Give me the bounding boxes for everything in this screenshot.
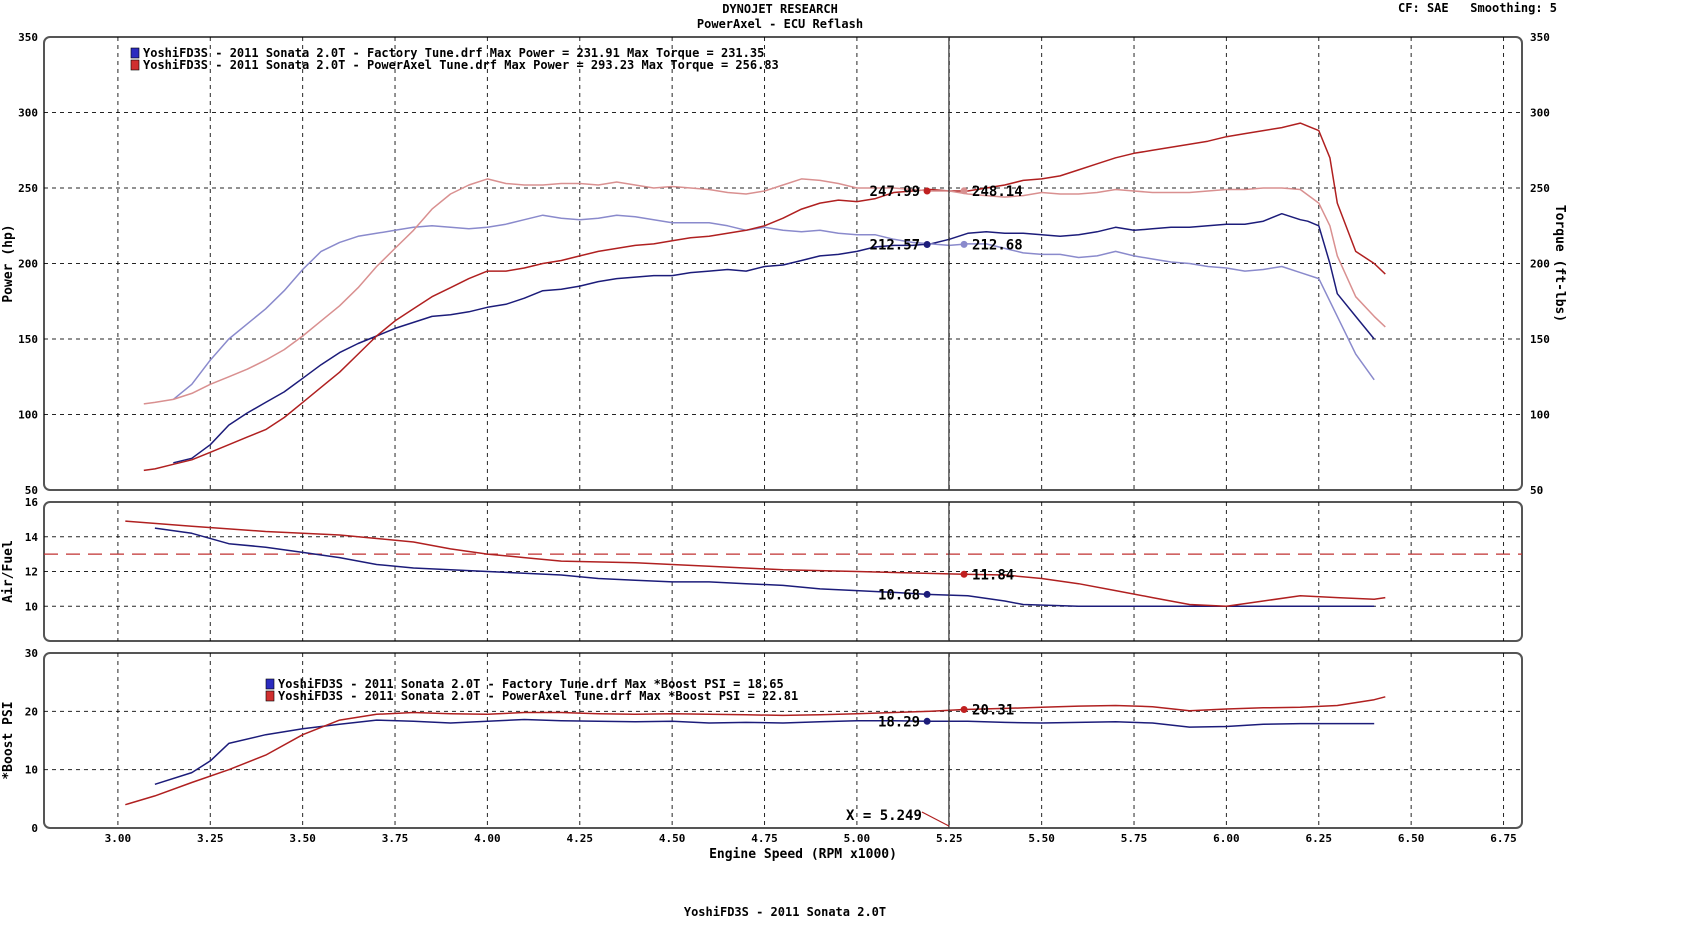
footer-run-name: YoshiFD3S - 2011 Sonata 2.0T bbox=[683, 905, 887, 919]
x-tick-label: 6.75 bbox=[1490, 832, 1517, 845]
x-tick-label: 6.25 bbox=[1306, 832, 1333, 845]
x-tick-label: 3.25 bbox=[197, 832, 224, 845]
y-axis-title: Air/Fuel bbox=[1, 540, 16, 603]
legend-swatch bbox=[130, 47, 140, 59]
cursor-value-label: 18.29 bbox=[878, 714, 920, 730]
x-tick-label: 5.75 bbox=[1121, 832, 1148, 845]
cursor-value-label: 212.57 bbox=[870, 238, 921, 254]
y2-tick-label: 200 bbox=[1530, 258, 1550, 271]
y-tick-label: 14 bbox=[25, 531, 39, 544]
cursor-marker bbox=[923, 187, 931, 195]
cursor-marker bbox=[960, 240, 968, 248]
cursor-x-readout: X = 5.249 bbox=[846, 808, 922, 824]
panel-frame bbox=[43, 652, 1523, 829]
legend-swatch bbox=[265, 690, 275, 702]
x-tick-label: 4.75 bbox=[751, 832, 778, 845]
x-tick-label: 5.00 bbox=[844, 832, 871, 845]
header-subtitle: PowerAxel - ECU Reflash bbox=[696, 17, 864, 31]
y-tick-label: 10 bbox=[25, 600, 38, 613]
x-tick-label: 3.50 bbox=[289, 832, 316, 845]
y-tick-label: 350 bbox=[18, 31, 38, 44]
y-tick-label: 300 bbox=[18, 107, 38, 120]
cursor-marker bbox=[960, 706, 968, 714]
y2-tick-label: 100 bbox=[1530, 409, 1550, 422]
y2-tick-label: 250 bbox=[1530, 182, 1550, 195]
x-tick-label: 5.25 bbox=[936, 832, 963, 845]
x-tick-label: 3.00 bbox=[105, 832, 132, 845]
y-tick-label: 100 bbox=[18, 409, 38, 422]
cursor-marker bbox=[960, 570, 968, 578]
cursor-value-label: 10.68 bbox=[878, 587, 920, 603]
series-line-tuned_power bbox=[143, 122, 1386, 472]
y-tick-label: 0 bbox=[31, 822, 38, 835]
series-line-tuned_boost bbox=[125, 696, 1386, 806]
y-tick-label: 20 bbox=[25, 705, 38, 718]
y-tick-label: 250 bbox=[18, 182, 38, 195]
legend-swatch bbox=[130, 59, 140, 71]
y2-axis-title: Torque (ft-lbs) bbox=[1552, 205, 1567, 322]
legend-entry: YoshiFD3S - 2011 Sonata 2.0T - Factory T… bbox=[143, 46, 764, 60]
x-tick-label: 5.50 bbox=[1028, 832, 1055, 845]
y-tick-label: 30 bbox=[25, 647, 38, 660]
panel-afr: 10 12 14 16 Air/Fuel 10.68 11.84 bbox=[1, 496, 1523, 642]
cursor-marker bbox=[960, 187, 968, 195]
x-tick-label: 4.00 bbox=[474, 832, 501, 845]
x-tick-label: 6.00 bbox=[1213, 832, 1240, 845]
cursor-value-label: 212.68 bbox=[972, 237, 1023, 253]
cursor-value-label: 247.99 bbox=[870, 184, 921, 200]
series-line-factory_torque bbox=[172, 214, 1375, 400]
y-tick-label: 12 bbox=[25, 566, 38, 579]
y-tick-label: 16 bbox=[25, 496, 39, 509]
panel-power: 50 50 100 100 150 150 200 200 250 250 300 300 350 350… bbox=[1, 31, 1567, 497]
header-company: DYNOJET RESEARCH bbox=[722, 2, 838, 16]
y-axis-title: *Boost PSI bbox=[1, 701, 16, 779]
y2-tick-label: 350 bbox=[1530, 31, 1550, 44]
cursor-marker bbox=[923, 241, 931, 249]
y2-tick-label: 300 bbox=[1530, 107, 1550, 120]
cursor-marker bbox=[923, 717, 931, 725]
header-settings: CF: SAE Smoothing: 5 bbox=[1398, 1, 1557, 15]
series-line-factory_afr bbox=[154, 527, 1375, 608]
legend-entry: YoshiFD3S - 2011 Sonata 2.0T - PowerAxel… bbox=[278, 689, 798, 703]
legend-swatch bbox=[265, 678, 275, 690]
series-line-tuned_torque bbox=[143, 178, 1386, 405]
y2-tick-label: 150 bbox=[1530, 333, 1550, 346]
y2-tick-label: 50 bbox=[1530, 484, 1543, 497]
x-tick-label: 6.50 bbox=[1398, 832, 1425, 845]
cursor-value-label: 248.14 bbox=[972, 184, 1023, 200]
x-tick-label: 4.50 bbox=[659, 832, 686, 845]
legend-entry: YoshiFD3S - 2011 Sonata 2.0T - Factory T… bbox=[278, 677, 784, 691]
series-line-factory_power bbox=[173, 212, 1375, 464]
y-tick-label: 200 bbox=[18, 258, 38, 271]
x-axis-title: Engine Speed (RPM x1000) bbox=[709, 847, 897, 862]
panel-boost: 0 10 20 30 *Boost PSI 18.29 20.31 YoshiFD3S - 2… bbox=[1, 647, 1523, 862]
x-tick-label: 3.75 bbox=[382, 832, 409, 845]
y-tick-label: 50 bbox=[25, 484, 38, 497]
y-tick-label: 10 bbox=[25, 764, 38, 777]
cursor-value-label: 20.31 bbox=[972, 703, 1014, 719]
legend-entry: YoshiFD3S - 2011 Sonata 2.0T - PowerAxel… bbox=[143, 58, 779, 72]
series-line-tuned_afr bbox=[125, 520, 1386, 608]
y-axis-title: Power (hp) bbox=[1, 224, 16, 302]
cursor-readout-pointer bbox=[921, 811, 950, 827]
cursor-value-label: 11.84 bbox=[972, 567, 1014, 583]
cursor-marker bbox=[923, 590, 931, 598]
x-tick-label: 4.25 bbox=[567, 832, 594, 845]
y-tick-label: 150 bbox=[18, 333, 38, 346]
